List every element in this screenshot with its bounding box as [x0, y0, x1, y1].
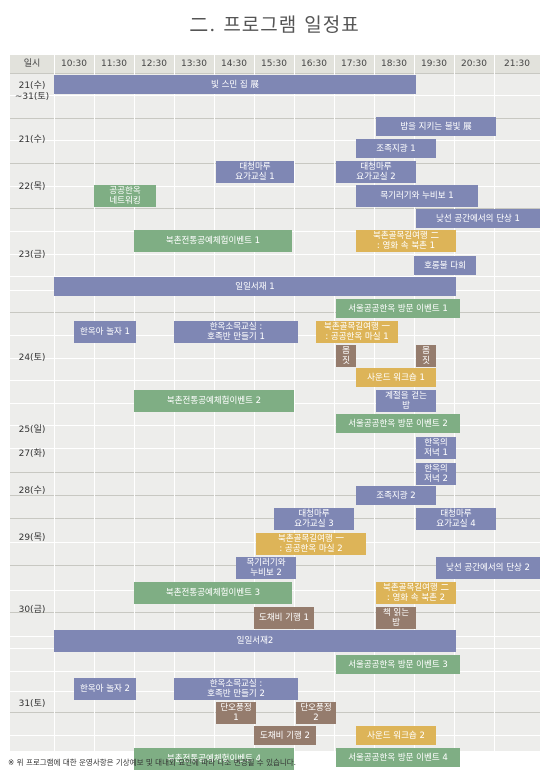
- day-label: 22(목): [18, 182, 46, 192]
- day-label: 29(목): [18, 533, 46, 543]
- event-bar: 서울공공한옥 방문 이벤트 1: [336, 299, 460, 318]
- event-bar: 단오풍정 2: [296, 702, 336, 724]
- event-bar: 도채비 기행 1: [254, 607, 314, 629]
- header-time: 17:30: [334, 55, 374, 73]
- day-label: 21(수): [18, 135, 46, 145]
- day-label: 21(수) ~31(토): [14, 81, 50, 102]
- event-bar: 단오풍정 1: [216, 702, 256, 724]
- event-bar: 목기러기와 누비보 2: [236, 557, 296, 579]
- event-bar: 대청마루 요가교실 1: [216, 161, 294, 183]
- day-label: 27(화): [18, 449, 46, 459]
- event-bar: 도채비 기행 2: [254, 726, 316, 745]
- event-bar: 한옥의 저녁 2: [416, 463, 456, 485]
- event-bar: 북촌전통공예체험이벤트 4: [134, 748, 294, 770]
- event-bar: 북촌골목길여행 一 : 공공한옥 마실 1: [316, 321, 398, 343]
- event-bar: 목기러기와 누비보 1: [356, 185, 478, 207]
- event-bar: 조족지광 2: [356, 486, 436, 505]
- footnote: ※ 위 프로그램에 대한 운영사항은 기상예보 및 대내외 요인에 따라 다소 …: [8, 758, 297, 767]
- event-bar: 계절을 걷는 밤: [376, 390, 436, 412]
- event-bar: 몸 짓: [416, 345, 436, 367]
- header-time: 11:30: [94, 55, 134, 73]
- event-bar: 대청마루 요가교실 2: [336, 161, 416, 183]
- day-label: 30(금): [18, 605, 46, 615]
- header-time: 19:30: [414, 55, 454, 73]
- event-bar: 밤을 지키는 불빛 展: [376, 117, 496, 136]
- event-bar: 조족지광 1: [356, 139, 436, 158]
- event-bar: 한옥소목교실 : 호족반 만들기 2: [174, 678, 298, 700]
- event-bar: 책 읽는 밤: [376, 607, 416, 629]
- header-date-col: 일시: [10, 55, 54, 73]
- event-bar: 서울공공한옥 방문 이벤트 2: [336, 414, 460, 433]
- event-bar: 빛 스민 집 展: [54, 75, 416, 94]
- event-bar: 대청마루 요가교실 3: [274, 508, 354, 530]
- event-bar: 북촌골목길여행 一 : 공공한옥 마실 2: [256, 533, 366, 555]
- event-bar: 일일서재2: [54, 630, 456, 652]
- day-label: 31(토): [18, 699, 46, 709]
- event-bar: 몸 짓: [336, 345, 356, 367]
- day-label: 23(금): [18, 250, 46, 260]
- header-time: 20:30: [454, 55, 494, 73]
- event-bar: 낮선 공간에서의 단상 1: [416, 209, 540, 228]
- header-time: 13:30: [174, 55, 214, 73]
- event-bar: 사운드 워크숍 2: [356, 726, 436, 745]
- event-bar: 북촌전통공예체험이벤트 2: [134, 390, 294, 412]
- header-time: 12:30: [134, 55, 174, 73]
- event-bar: 호롱불 다회: [414, 256, 476, 275]
- event-bar: 한옥의 저녁 1: [416, 437, 456, 459]
- event-bar: 한옥아 놀자 1: [74, 321, 136, 343]
- day-label: 25(일): [18, 425, 46, 435]
- event-bar: 북촌골목길여행 二 : 영화 속 북촌 2: [376, 582, 456, 604]
- event-bar: 한옥소목교실 : 호족반 만들기 1: [174, 321, 298, 343]
- day-label: 24(토): [18, 353, 46, 363]
- event-bar: 사운드 워크숍 1: [356, 368, 436, 387]
- event-bar: 북촌전통공예체험이벤트 3: [134, 582, 292, 604]
- event-bar: 한옥아 놀자 2: [74, 678, 136, 700]
- event-bar: 서울공공한옥 방문 이벤트 4: [336, 748, 460, 767]
- event-bar: 북촌골목길여행 二 : 영화 속 북촌 1: [356, 230, 456, 252]
- day-label: 28(수): [18, 486, 46, 496]
- event-bar: 공공한옥 네트워킹: [94, 185, 156, 207]
- header-time: 15:30: [254, 55, 294, 73]
- header-time: 21:30: [494, 55, 540, 73]
- event-bar: 일일서재 1: [54, 277, 456, 296]
- schedule-grid: 일시 10:30 11:30 12:30 13:30 14:30 15:30 1…: [10, 55, 540, 770]
- event-bar: 낮선 공간에서의 단상 2: [436, 557, 540, 579]
- header-time: 16:30: [294, 55, 334, 73]
- header-time: 14:30: [214, 55, 254, 73]
- event-bar: 북촌전통공예체험이벤트 1: [134, 230, 292, 252]
- header-time: 18:30: [374, 55, 414, 73]
- page-title: 二. 프로그램 일정표: [189, 14, 360, 36]
- event-bar: 대청마루 요가교실 4: [416, 508, 496, 530]
- header-time: 10:30: [54, 55, 94, 73]
- event-bar: 서울공공한옥 방문 이벤트 3: [336, 655, 460, 674]
